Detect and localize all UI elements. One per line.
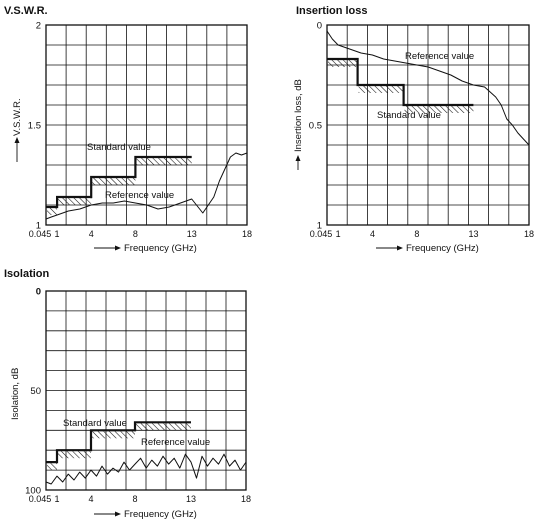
insertion-y-axis-label: Insertion loss, dB — [293, 79, 304, 152]
vswr-chart: V.S.W.R. 21.51 0.045 1 4 8 13 18 V.S.W.R. Fre… — [4, 5, 252, 254]
isolation-y-axis-label-group: Isolation, dB — [10, 368, 21, 420]
isolation-y-tick-labels: 0 50 100 — [25, 287, 41, 497]
vswr-reference-label: Reference value — [105, 190, 174, 201]
isolation-x-tick-label: 1 — [54, 494, 59, 504]
insertion-title: Insertion loss — [296, 5, 368, 17]
isolation-x-axis-label-group: Frequency (GHz) — [94, 509, 197, 520]
isolation-series — [45, 421, 247, 485]
isolation-plot-frame — [45, 290, 247, 491]
isolation-hatches — [47, 423, 191, 471]
insertion-standard-value-line — [327, 57, 474, 107]
vswr-tolerance-band — [92, 178, 136, 185]
isolation-x-tick-label: 0.045 — [29, 494, 52, 504]
vswr-x-tick-label: 1 — [55, 229, 60, 239]
insertion-x-axis-label-group: Frequency (GHz) — [376, 243, 479, 254]
vswr-standard-value-line — [46, 155, 192, 209]
insertion-standard-label: Standard value — [377, 110, 441, 121]
vswr-x-axis-label: Frequency (GHz) — [124, 243, 197, 254]
insertion-x-tick-label: 13 — [468, 229, 478, 239]
vswr-x-axis-label-group: Frequency (GHz) — [94, 243, 197, 254]
isolation-y-tick-label: 100 — [25, 486, 41, 497]
isolation-reference-value-line — [45, 453, 247, 485]
vswr-hatches — [47, 158, 192, 215]
isolation-x-tick-label: 4 — [88, 494, 93, 504]
vswr-x-tick-label: 18 — [242, 229, 252, 239]
insertion-y-tick-label: 1 — [317, 221, 322, 232]
vswr-x-tick-label: 4 — [89, 229, 94, 239]
isolation-reference-label: Reference value — [141, 437, 210, 448]
isolation-standard-value-line — [46, 421, 191, 464]
insertion-tolerance-band — [404, 106, 474, 113]
isolation-y-tick-label: 50 — [30, 386, 41, 397]
vswr-y-tick-label: 2 — [36, 21, 41, 32]
vswr-tolerance-band — [47, 208, 58, 215]
insertion-tolerance-band — [358, 86, 404, 93]
insertion-x-tick-label: 0.045 — [310, 229, 333, 239]
isolation-x-axis-label: Frequency (GHz) — [124, 509, 197, 520]
vswr-x-tick-label: 8 — [133, 229, 138, 239]
insertion-series — [326, 30, 530, 146]
isolation-x-tick-label: 8 — [132, 494, 137, 504]
insertion-x-tick-label: 18 — [524, 229, 534, 239]
isolation-grid — [46, 291, 246, 490]
isolation-title: Isolation — [4, 268, 50, 280]
insertion-y-tick-label: 0 — [317, 21, 322, 32]
insertion-x-tick-label: 1 — [336, 229, 341, 239]
insertion-reference-label: Reference value — [405, 51, 474, 62]
insertion-x-tick-labels: 0.045 1 4 8 13 18 — [310, 229, 534, 239]
isolation-standard-label: Standard value — [63, 418, 127, 429]
vswr-tolerance-band — [136, 158, 192, 165]
insertion-hatches — [328, 60, 474, 113]
isolation-y-axis-label: Isolation, dB — [10, 368, 21, 420]
vswr-x-tick-label: 0.045 — [29, 229, 52, 239]
vswr-y-tick-labels: 21.51 — [28, 21, 41, 232]
insertion-x-tick-label: 8 — [414, 229, 419, 239]
isolation-tolerance-band — [47, 463, 57, 471]
vswr-x-tick-label: 13 — [187, 229, 197, 239]
insertion-reference-value-line — [326, 30, 530, 146]
isolation-y-tick-label: 0 — [36, 287, 41, 298]
vswr-x-tick-labels: 0.045 1 4 8 13 18 — [29, 229, 252, 239]
isolation-chart: Isolation 0 50 100 0.045 1 4 8 13 18 Isolation,… — [4, 268, 251, 520]
vswr-y-axis-label: V.S.W.R. — [12, 98, 23, 136]
insertion-x-tick-label: 4 — [370, 229, 375, 239]
insertion-y-axis-label-group: Insertion loss, dB — [293, 79, 304, 170]
isolation-tolerance-band — [58, 451, 91, 459]
isolation-x-tick-label: 13 — [186, 494, 196, 504]
insertion-plot-frame — [326, 24, 530, 226]
insertion-y-tick-labels: 00.51 — [309, 21, 322, 232]
vswr-plot-frame — [45, 24, 248, 226]
vswr-series — [45, 152, 248, 220]
vswr-reference-value-line — [45, 152, 248, 220]
isolation-x-tick-label: 18 — [241, 494, 251, 504]
insertion-chart: Insertion loss 00.51 0.045 1 4 8 13 18 Insert… — [293, 5, 534, 254]
isolation-tolerance-band — [136, 423, 191, 431]
insertion-x-axis-label: Frequency (GHz) — [406, 243, 479, 254]
vswr-tolerance-band — [58, 198, 92, 205]
insertion-tolerance-band — [328, 60, 358, 67]
isolation-x-tick-labels: 0.045 1 4 8 13 18 — [29, 494, 251, 504]
insertion-y-tick-label: 0.5 — [309, 121, 322, 132]
vswr-title: V.S.W.R. — [4, 5, 48, 17]
vswr-y-axis-label-group: V.S.W.R. — [12, 98, 23, 162]
vswr-standard-label: Standard value — [87, 142, 151, 153]
vswr-y-tick-label: 1 — [36, 221, 41, 232]
isolation-tolerance-band — [92, 431, 135, 439]
vswr-y-tick-label: 1.5 — [28, 121, 41, 132]
